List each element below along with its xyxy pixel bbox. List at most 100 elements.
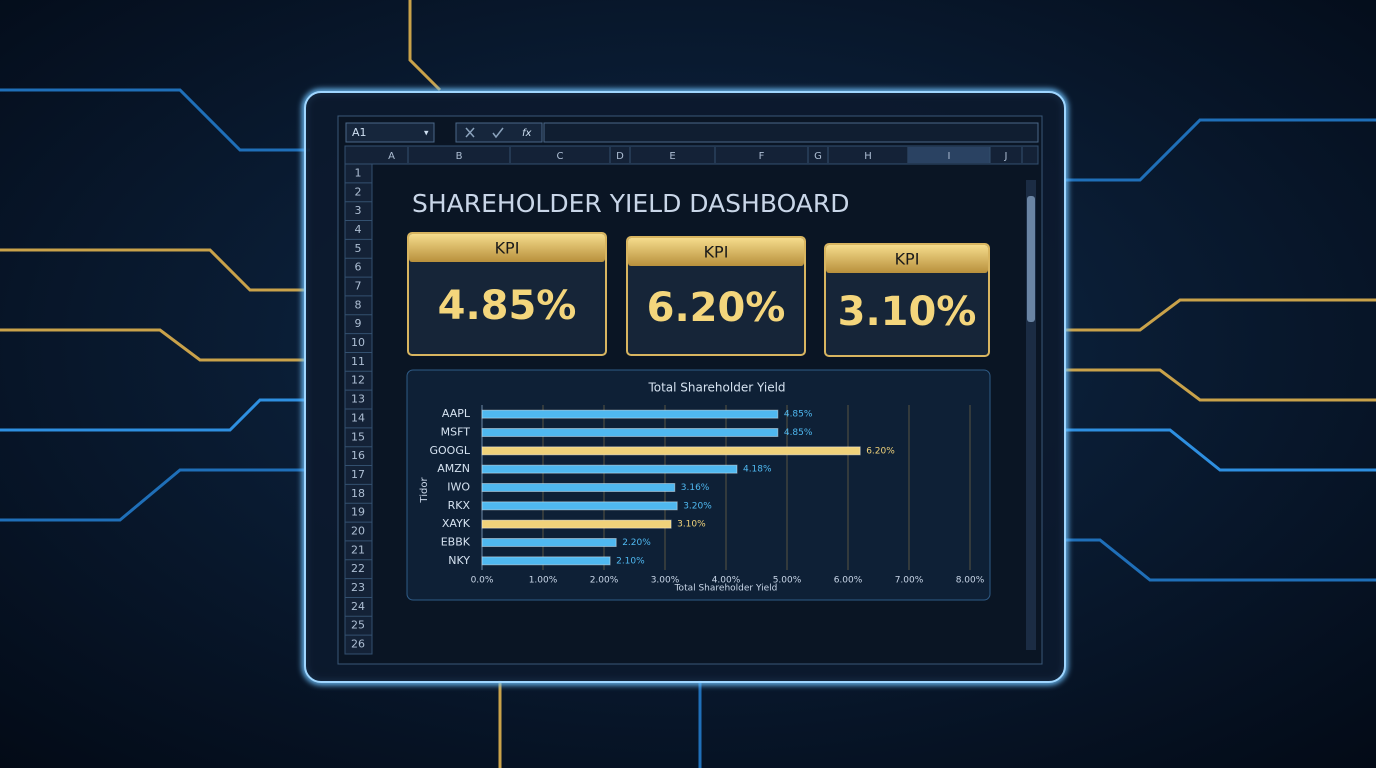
row-header: 10 xyxy=(351,336,365,349)
column-header: C xyxy=(557,151,564,162)
row-header: 13 xyxy=(351,393,365,406)
bar xyxy=(481,446,861,456)
bar xyxy=(481,428,779,437)
function-button[interactable]: fx xyxy=(522,128,532,139)
x-tick-label: 6.00% xyxy=(834,576,863,586)
column-header: A xyxy=(388,151,395,162)
y-tick-label: RKX xyxy=(448,499,471,512)
row-header: 12 xyxy=(351,374,365,387)
row-header: 23 xyxy=(351,581,365,594)
row-header: 9 xyxy=(355,317,362,330)
row-header: 2 xyxy=(355,185,362,198)
y-tick-label: NKY xyxy=(448,554,470,567)
x-axis-label: Total Shareholder Yield xyxy=(674,584,778,594)
row-header: 11 xyxy=(351,355,365,368)
kpi-label: KPI xyxy=(495,239,520,258)
bar xyxy=(481,556,611,566)
data-label: 4.18% xyxy=(743,465,772,475)
row-header: 24 xyxy=(351,600,365,613)
y-tick-label: GOOGL xyxy=(430,444,471,457)
row-header: 26 xyxy=(351,638,365,651)
formula-input[interactable] xyxy=(543,122,1039,143)
x-tick-label: 5.00% xyxy=(773,576,802,586)
column-header: D xyxy=(616,151,624,162)
data-label: 4.85% xyxy=(784,410,813,420)
bar xyxy=(481,464,738,474)
row-header: 1 xyxy=(355,166,362,179)
data-label: 3.16% xyxy=(681,483,710,493)
bar xyxy=(481,519,672,529)
x-tick-label: 3.00% xyxy=(651,576,680,586)
row-header: 19 xyxy=(351,506,365,519)
x-tick-label: 0.0% xyxy=(471,576,494,586)
row-header: 16 xyxy=(351,449,365,462)
y-tick-label: AAPL xyxy=(442,407,471,420)
dropdown-arrow: ▾ xyxy=(424,129,429,139)
y-tick-label: AMZN xyxy=(437,462,470,475)
y-axis-label: Tidor xyxy=(419,477,430,504)
data-label: 4.85% xyxy=(784,428,813,438)
selected-column xyxy=(908,147,990,163)
y-tick-label: IWO xyxy=(447,481,470,494)
kpi-label: KPI xyxy=(895,250,920,269)
y-tick-label: EBBK xyxy=(441,536,471,549)
column-header-bar xyxy=(344,145,1039,165)
row-header: 14 xyxy=(351,411,365,424)
kpi-header xyxy=(628,238,804,266)
bar xyxy=(481,538,617,547)
row-header: 18 xyxy=(351,487,365,500)
x-tick-label: 8.00% xyxy=(956,576,985,586)
row-header: 8 xyxy=(355,298,362,311)
row-header: 20 xyxy=(351,525,365,538)
dashboard-title: SHAREHOLDER YIELD DASHBOARD xyxy=(412,189,850,218)
data-label: 3.20% xyxy=(683,501,712,511)
bar xyxy=(481,483,676,492)
row-header: 21 xyxy=(351,543,365,556)
y-tick-label: MSFT xyxy=(441,426,471,439)
row-header: 15 xyxy=(351,430,365,443)
data-label: 6.20% xyxy=(866,446,895,456)
x-tick-label: 4.00% xyxy=(712,576,741,586)
cancel-icon[interactable] xyxy=(465,127,475,138)
kpi-header xyxy=(826,245,988,273)
name-box[interactable] xyxy=(345,122,435,143)
column-header: G xyxy=(814,151,822,162)
row-header: 7 xyxy=(355,280,362,293)
column-header: B xyxy=(456,151,463,162)
x-tick-label: 2.00% xyxy=(590,576,619,586)
row-header: 6 xyxy=(355,261,362,274)
kpi-value: 4.85% xyxy=(438,283,577,329)
kpi-card xyxy=(626,236,806,356)
enter-icon[interactable] xyxy=(492,127,504,139)
kpi-value: 3.10% xyxy=(838,289,977,335)
scrollbar-thumb[interactable] xyxy=(1027,196,1035,322)
row-header: 3 xyxy=(355,204,362,217)
bar xyxy=(481,409,779,419)
column-header: F xyxy=(759,151,765,162)
scrollbar-track xyxy=(1026,180,1036,650)
column-header: H xyxy=(864,151,872,162)
kpi-label: KPI xyxy=(704,243,729,262)
x-tick-label: 7.00% xyxy=(895,576,924,586)
kpi-card xyxy=(407,232,607,356)
row-header: 17 xyxy=(351,468,365,481)
cell-reference: A1 xyxy=(352,126,367,139)
kpi-value: 6.20% xyxy=(647,285,786,331)
column-header: J xyxy=(1004,151,1008,162)
row-header: 5 xyxy=(355,242,362,255)
x-tick-label: 1.00% xyxy=(529,576,558,586)
bar xyxy=(481,501,678,511)
column-header: E xyxy=(669,151,675,162)
generated: A B C D E F G H I J123456789101112131415161718192… xyxy=(345,147,1023,655)
kpi-header xyxy=(409,234,605,262)
data-label: 3.10% xyxy=(677,520,706,530)
row-header: 22 xyxy=(351,562,365,575)
y-tick-label: XAYK xyxy=(442,517,471,530)
row-header: 4 xyxy=(355,223,362,236)
chart-title: Total Shareholder Yield xyxy=(647,381,785,395)
data-label: 2.10% xyxy=(616,556,645,566)
row-header: 25 xyxy=(351,619,365,632)
column-header: I xyxy=(948,151,951,162)
